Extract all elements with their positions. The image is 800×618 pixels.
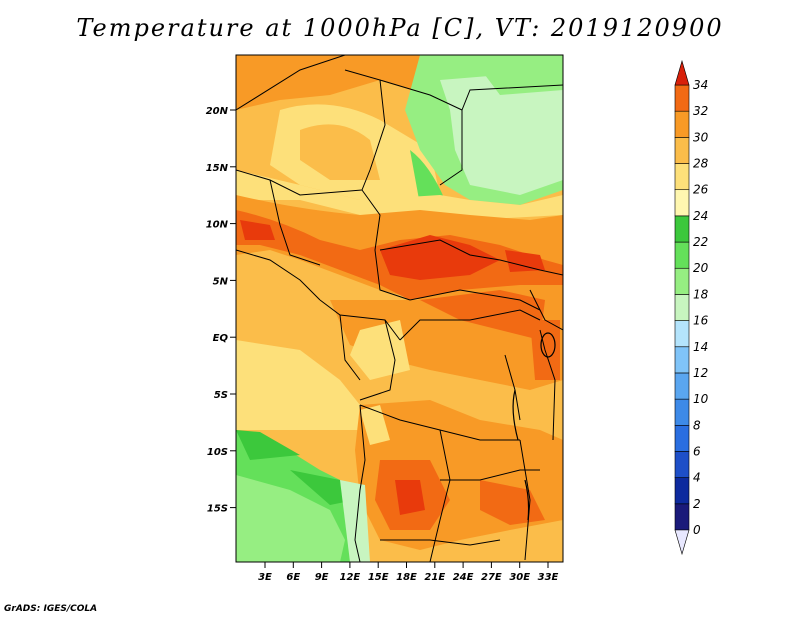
lon-tick-label: 3E <box>258 572 272 583</box>
map-title: Temperature at 1000hPa [C], VT: 20191209… <box>76 14 724 42</box>
latitude-axis: 20N 15N 10N 5N EQ 5S 10S 15S <box>206 106 236 515</box>
lon-tick-label: 24E <box>453 572 474 583</box>
lat-tick-label: 10N <box>206 220 229 231</box>
colorbar-label: 34 <box>693 78 708 92</box>
lon-tick-label: 6E <box>286 572 300 583</box>
colorbar-bin <box>674 241 690 269</box>
colorbar-bin <box>674 189 690 217</box>
colorbar-label: 24 <box>693 209 708 223</box>
colorbar-bin <box>674 503 690 531</box>
colorbar-label: 12 <box>693 366 708 380</box>
colorbar-bin <box>674 451 690 478</box>
lat-tick-label: EQ <box>213 333 229 344</box>
colorbar-bin <box>674 346 690 374</box>
lon-tick-label: 30E <box>509 572 530 583</box>
colorbar-label: 26 <box>693 183 709 197</box>
temperature-field <box>236 55 563 562</box>
colorbar-label: 22 <box>693 235 708 249</box>
lake-outlines <box>512 332 556 521</box>
colorbar-bin <box>674 424 690 452</box>
colorbar-bin <box>674 84 690 112</box>
country-borders <box>236 55 563 562</box>
lon-tick-label: 15E <box>368 572 389 583</box>
lon-tick-label: 27E <box>481 572 502 583</box>
lat-tick-label: 5S <box>214 390 228 401</box>
colorbar-bin <box>674 267 690 295</box>
colorbar-bin <box>674 137 690 164</box>
longitude-axis: 3E 6E 9E 12E 15E 18E 21E 24E 27E 30E 33E <box>258 562 559 583</box>
lat-tick-label: 20N <box>206 106 229 117</box>
colorbar-label: 18 <box>693 287 709 301</box>
colorbar-bin <box>674 372 690 400</box>
lon-tick-label: 18E <box>396 572 417 583</box>
colorbar-label: 28 <box>693 157 709 171</box>
colorbar-label: 10 <box>693 392 709 406</box>
lat-tick-label: 15S <box>207 504 228 515</box>
colorbar-bin <box>674 163 690 191</box>
colorbar-label: 2 <box>693 497 701 511</box>
colorbar-label: 14 <box>693 340 708 354</box>
colorbar-bin <box>674 477 690 505</box>
colorbar-label: 6 <box>693 444 701 458</box>
colorbar-label: 4 <box>693 471 701 485</box>
colorbar-bin <box>674 110 690 138</box>
lon-tick-label: 33E <box>538 572 559 583</box>
colorbar-label: 16 <box>693 314 709 328</box>
colorbar-label: 0 <box>693 523 701 537</box>
lat-tick-label: 5N <box>213 276 229 287</box>
colorbar-bin <box>674 320 690 348</box>
colorbar-label: 30 <box>693 130 709 144</box>
colorbar-label: 8 <box>693 418 701 432</box>
colorbar-label: 32 <box>693 104 708 118</box>
map-frame <box>235 54 564 563</box>
colorbar-bin <box>674 398 690 426</box>
colorbar-bin <box>674 215 690 243</box>
software-credit: GrADS: IGES/COLA <box>4 604 98 614</box>
lon-tick-label: 9E <box>315 572 329 583</box>
lon-tick-label: 12E <box>340 572 361 583</box>
colorbar-under-arrow <box>674 529 690 556</box>
lat-tick-label: 10S <box>207 447 228 458</box>
colorbar-over-arrow <box>674 59 690 86</box>
colorbar-label: 20 <box>693 261 709 275</box>
lon-tick-label: 21E <box>424 572 445 583</box>
colorbar-bin <box>674 294 690 321</box>
lat-tick-label: 15N <box>206 163 229 174</box>
